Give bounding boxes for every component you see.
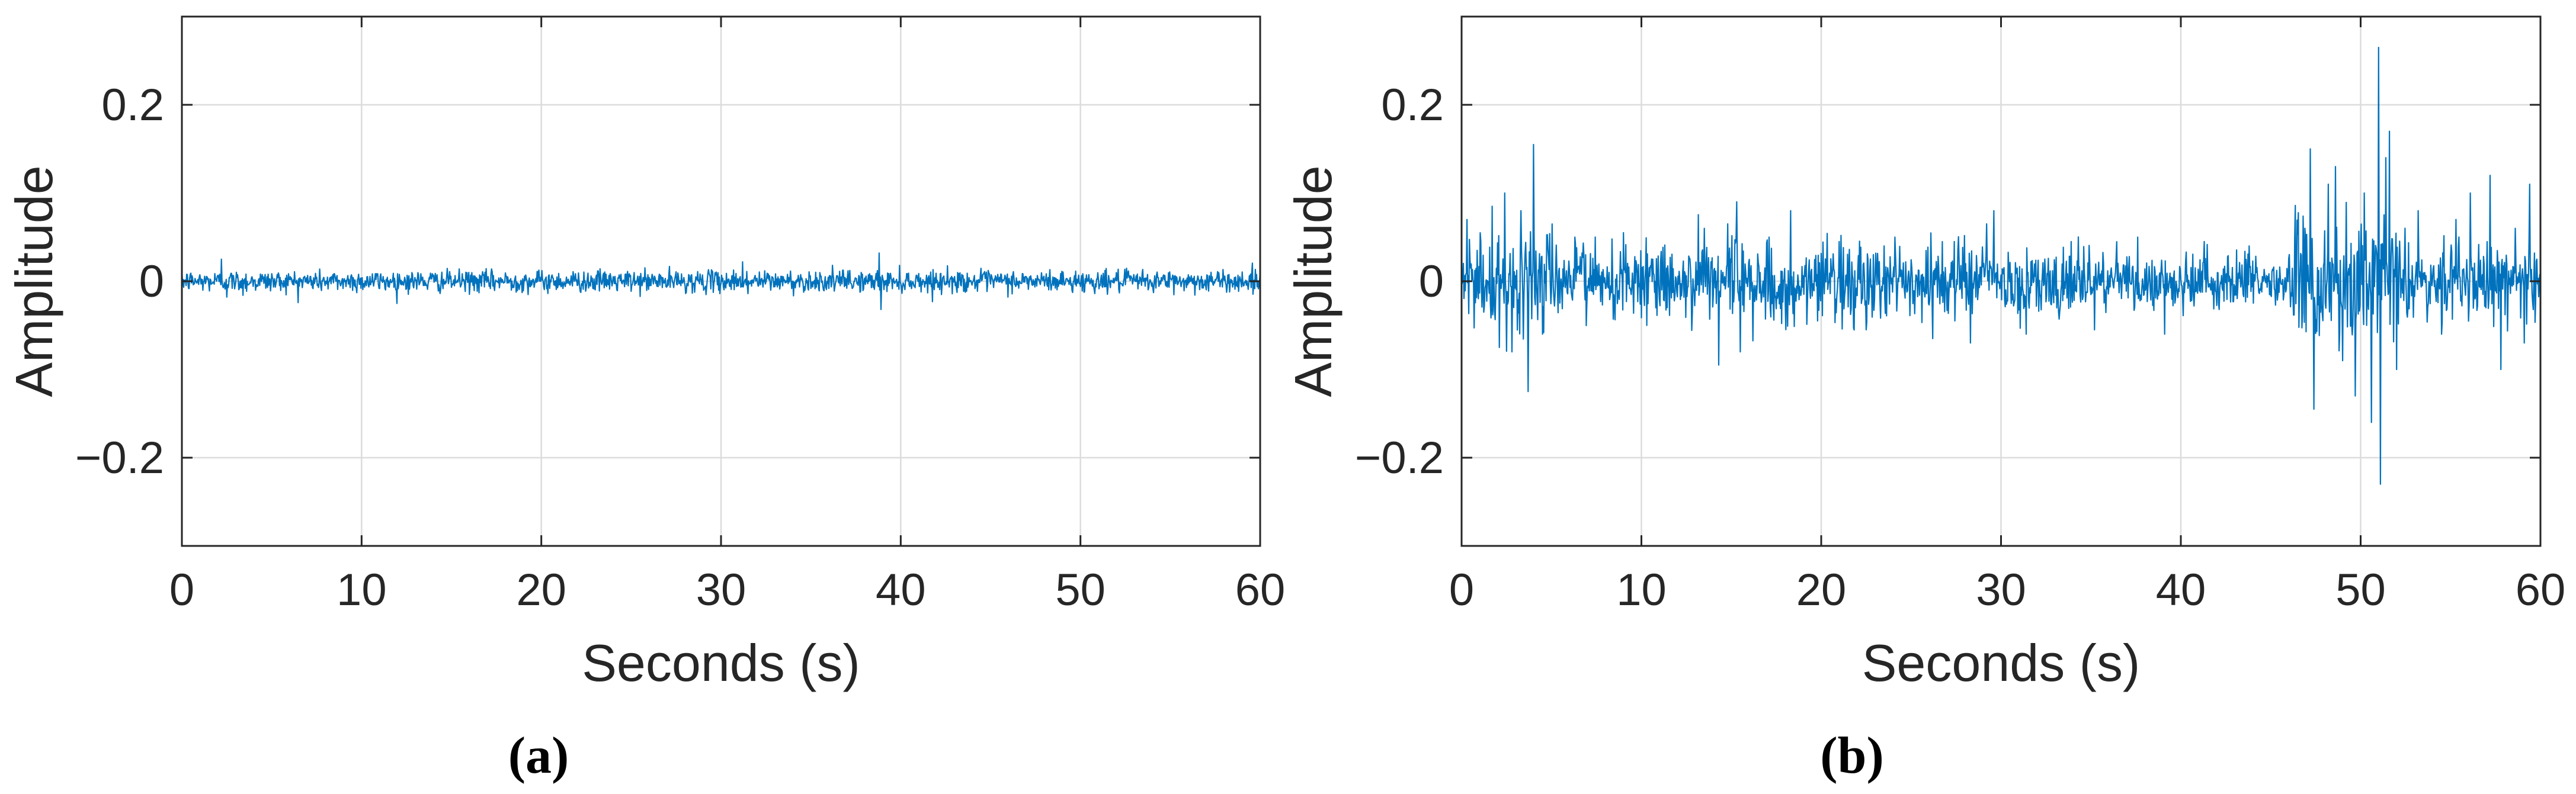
x-tick-label: 50	[1055, 565, 1106, 615]
x-tick-label: 10	[1616, 565, 1667, 615]
y-tick-label: 0	[139, 256, 164, 307]
y-axis-title: Amplitude	[5, 165, 63, 397]
panel-label: (a)	[508, 727, 569, 785]
x-tick-label: 0	[169, 565, 194, 615]
x-tick-label: 30	[696, 565, 746, 615]
panel-label: (b)	[1820, 727, 1884, 785]
x-tick-label: 0	[1449, 565, 1474, 615]
signal-trace	[1460, 47, 2542, 485]
x-tick-label: 50	[2335, 565, 2386, 615]
x-tick-label: 20	[1796, 565, 1847, 615]
y-axis-title: Amplitude	[1284, 165, 1343, 397]
y-tick-label: −0.2	[1355, 433, 1444, 483]
y-tick-label: 0	[1419, 256, 1444, 307]
x-tick-label: 30	[1976, 565, 2026, 615]
x-axis-title: Seconds (s)	[582, 634, 860, 692]
panel-b-chart: 0 10 20 30 40 50 60 −0.2 0 0.2 Seconds (s) Amplitud…	[1284, 15, 2566, 785]
signal-trace	[181, 252, 1261, 310]
x-tick-label: 20	[516, 565, 566, 615]
x-tick-label: 10	[337, 565, 387, 615]
y-tick-label: 0.2	[101, 80, 164, 130]
x-tick-label: 60	[1235, 565, 1286, 615]
y-tick-label: −0.2	[75, 433, 164, 483]
y-tick-label: 0.2	[1381, 80, 1444, 130]
x-tick-label: 40	[876, 565, 926, 615]
x-axis-title: Seconds (s)	[1862, 634, 2141, 692]
x-tick-label: 40	[2156, 565, 2206, 615]
x-tick-label: 60	[2516, 565, 2566, 615]
panel-a-chart: 0 10 20 30 40 50 60 −0.2 0 0.2 Seconds (s) Amplitud…	[5, 15, 1286, 785]
